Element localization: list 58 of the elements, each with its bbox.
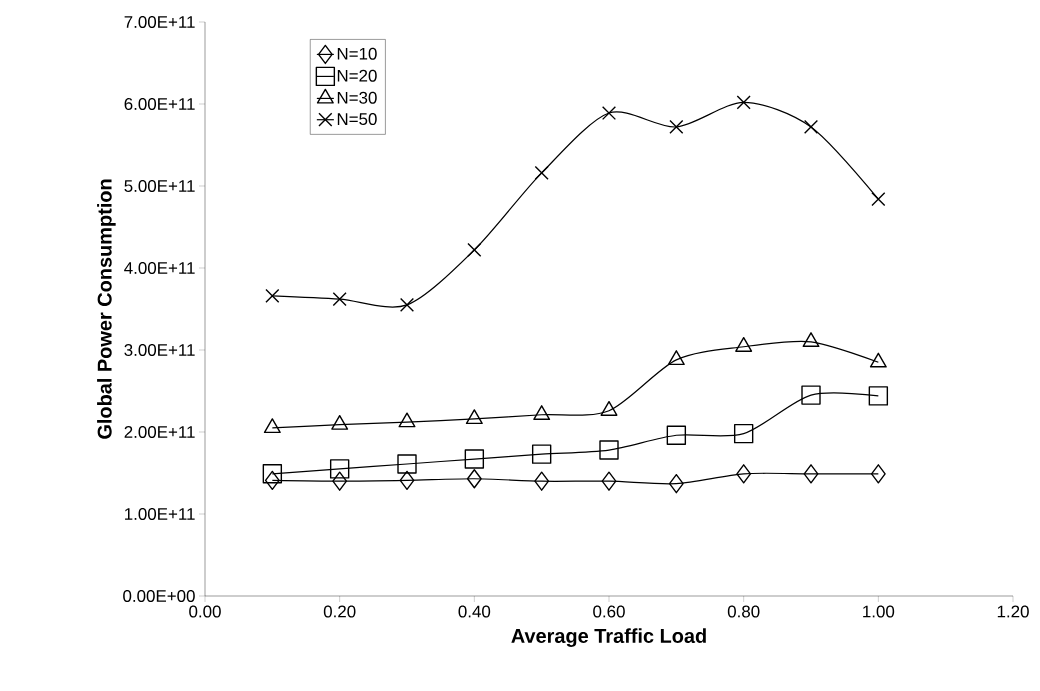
legend-label: N=30 [337,91,377,104]
point [601,471,617,491]
point [467,242,482,258]
point [736,464,752,484]
point [464,449,485,469]
x-tick-label: 0.00 [189,605,221,618]
y-tick-label: 7.00E+11 [124,15,195,28]
x-tick-label: 1.00 [863,605,895,618]
point [466,469,482,489]
point [533,405,551,420]
legend-label: N=20 [337,69,377,82]
point [531,444,552,464]
point [666,425,687,445]
point [399,470,415,491]
x-tick-label: 0.80 [727,605,760,618]
point [871,192,886,207]
x-tick-label: 0.60 [593,605,625,618]
point [869,352,887,368]
point [667,350,685,366]
point [332,292,347,307]
point [801,385,821,405]
point [803,464,819,484]
y-tick-label: 3.00E+11 [124,344,195,356]
x-tick-label: 0.40 [458,605,491,618]
y-tick-label: 6.00E+11 [124,98,195,110]
point [736,95,751,110]
point [802,332,820,347]
point [399,297,415,312]
y-tick-label: 1.00E+11 [125,508,195,520]
x-axis-title: Average Traffic Load [511,628,706,648]
x-tick-label: 0.20 [323,605,356,618]
point [534,471,550,491]
point [868,386,889,406]
point [601,105,617,121]
y-tick-label: 5.00E+11 [124,180,195,192]
legend-label: N=10 [337,47,377,60]
point [803,119,819,135]
point [599,440,619,460]
point [735,337,753,352]
point [733,423,754,444]
x-tick-label: 1.20 [997,605,1029,618]
point [265,288,280,303]
point [397,454,417,474]
point [398,412,416,428]
legend-label: N=50 [337,113,377,126]
point [870,464,886,484]
point [262,464,283,484]
y-axis-title: Global Power Consumption [97,179,116,439]
point [534,165,549,180]
y-tick-label: 4.00E+11 [124,262,195,274]
point [263,418,281,434]
point [332,471,348,491]
y-tick-label: 2.00E+11 [124,426,195,438]
y-tick-label: 0.00E+00 [123,590,195,602]
point [669,119,684,135]
point [668,473,684,494]
point [329,459,350,479]
point [465,409,483,425]
